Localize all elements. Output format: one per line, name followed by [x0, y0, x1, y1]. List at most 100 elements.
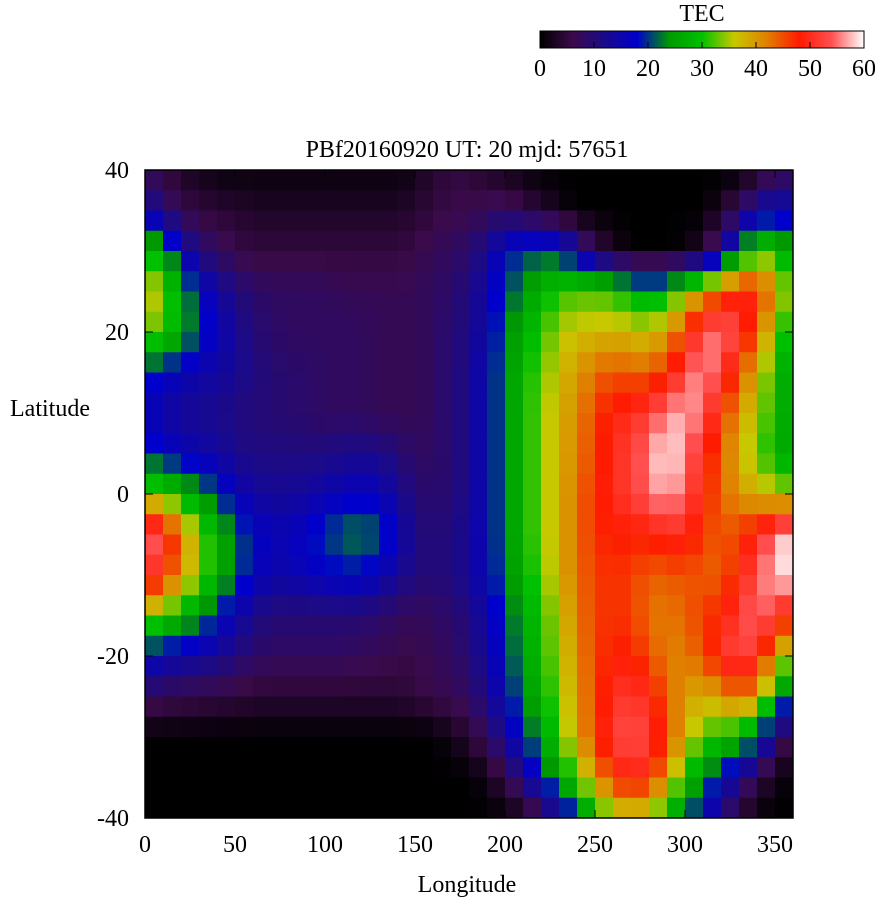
heatmap-cell — [667, 433, 686, 455]
heatmap-cell — [469, 635, 488, 657]
heatmap-cell — [379, 656, 398, 677]
heatmap-cell — [703, 514, 722, 536]
heatmap-cell — [685, 332, 704, 353]
heatmap-cell — [361, 514, 380, 536]
heatmap-cell — [577, 757, 596, 779]
heatmap-cell — [307, 554, 326, 576]
heatmap-cell — [451, 716, 470, 738]
heatmap-cell — [739, 210, 758, 232]
heatmap-cell — [721, 797, 740, 818]
heatmap-cell — [289, 453, 308, 475]
heatmap-cell — [685, 696, 704, 718]
heatmap-cell — [217, 635, 236, 657]
heatmap-cell — [325, 575, 344, 596]
heatmap-cell — [541, 534, 560, 556]
heatmap-cell — [181, 615, 200, 637]
heatmap-cell — [253, 271, 272, 293]
heatmap-cell — [217, 170, 236, 191]
heatmap-cell — [379, 514, 398, 536]
heatmap-cell — [775, 230, 793, 252]
heatmap-cell — [199, 534, 218, 556]
heatmap-cell — [541, 372, 560, 394]
heatmap-cell — [721, 777, 740, 799]
heatmap-cell — [289, 210, 308, 232]
heatmap-cell — [577, 534, 596, 556]
heatmap-cell — [469, 716, 488, 738]
heatmap-cell — [775, 473, 793, 495]
heatmap-cell — [433, 392, 452, 414]
heatmap-cell — [505, 230, 524, 252]
heatmap-cell — [307, 534, 326, 556]
heatmap-cell — [469, 554, 488, 576]
heatmap-cell — [469, 534, 488, 556]
heatmap-cell — [379, 473, 398, 495]
heatmap-cell — [541, 656, 560, 677]
heatmap-cell — [649, 433, 668, 455]
heatmap-cell — [703, 656, 722, 677]
heatmap-cell — [235, 473, 254, 495]
heatmap-cell — [667, 352, 686, 374]
heatmap-cell — [415, 696, 434, 718]
heatmap-cell — [595, 615, 614, 637]
heatmap-cell — [469, 372, 488, 394]
heatmap-cell — [217, 291, 236, 313]
heatmap-cell — [523, 190, 542, 212]
heatmap-cell — [145, 311, 164, 333]
heatmap-cell — [343, 716, 362, 738]
heatmap-cell — [343, 433, 362, 455]
heatmap-cell — [307, 372, 326, 394]
heatmap-cell — [649, 534, 668, 556]
heatmap-cell — [181, 797, 200, 818]
heatmap-cell — [739, 453, 758, 475]
heatmap-cell — [541, 615, 560, 637]
heatmap-cell — [217, 757, 236, 779]
heatmap-cell — [199, 494, 218, 515]
heatmap-cell — [721, 737, 740, 758]
heatmap-cell — [415, 575, 434, 596]
heatmap-cell — [271, 514, 290, 536]
heatmap-cell — [649, 615, 668, 637]
heatmap-cell — [163, 251, 182, 272]
heatmap-cell — [325, 635, 344, 657]
heatmap-cell — [613, 453, 632, 475]
heatmap-cell — [415, 291, 434, 313]
heatmap-cell — [613, 737, 632, 758]
heatmap-cell — [181, 291, 200, 313]
heatmap-cell — [649, 170, 668, 191]
heatmap-cell — [397, 554, 416, 576]
heatmap-cell — [757, 433, 776, 455]
heatmap-cell — [757, 757, 776, 779]
heatmap-cell — [361, 777, 380, 799]
heatmap-cell — [199, 635, 218, 657]
heatmap-cell — [541, 696, 560, 718]
heatmap-cell — [685, 392, 704, 414]
heatmap-cell — [253, 170, 272, 191]
heatmap-cell — [613, 251, 632, 272]
heatmap-cell — [595, 291, 614, 313]
heatmap-cell — [595, 433, 614, 455]
heatmap-cell — [145, 352, 164, 374]
heatmap-cell — [577, 514, 596, 536]
heatmap-cell — [361, 210, 380, 232]
heatmap-cell — [433, 170, 452, 191]
heatmap-cell — [739, 392, 758, 414]
heatmap-cell — [145, 473, 164, 495]
heatmap-cell — [487, 656, 506, 677]
heatmap-cell — [163, 210, 182, 232]
heatmap-cell — [721, 332, 740, 353]
heatmap-cell — [559, 656, 578, 677]
heatmap-cell — [217, 737, 236, 758]
heatmap-cell — [469, 737, 488, 758]
heatmap-cell — [721, 392, 740, 414]
heatmap-cell — [703, 311, 722, 333]
heatmap-cell — [181, 676, 200, 698]
heatmap-cell — [433, 757, 452, 779]
heatmap-cell — [181, 251, 200, 272]
heatmap-cell — [217, 210, 236, 232]
heatmap-cell — [523, 230, 542, 252]
heatmap-cell — [271, 453, 290, 475]
heatmap-cell — [613, 311, 632, 333]
heatmap-cell — [703, 251, 722, 272]
heatmap-cell — [487, 413, 506, 434]
heatmap-cell — [469, 676, 488, 698]
